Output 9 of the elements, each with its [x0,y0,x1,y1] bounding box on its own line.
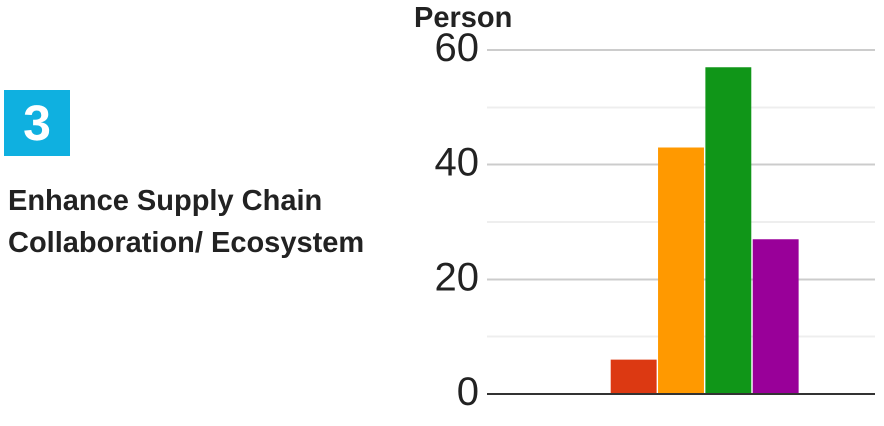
y-tick-label: 40 [434,140,479,185]
y-tick-label: 20 [434,255,479,300]
bar [752,239,799,393]
number-badge: 3 [4,90,70,156]
bar [705,67,752,393]
bar [658,147,704,393]
bar [610,360,657,393]
text: Enhance Supply Chain Collaboration/ Ecosystem [8,184,366,261]
y-tick-label: 0 [456,370,479,414]
